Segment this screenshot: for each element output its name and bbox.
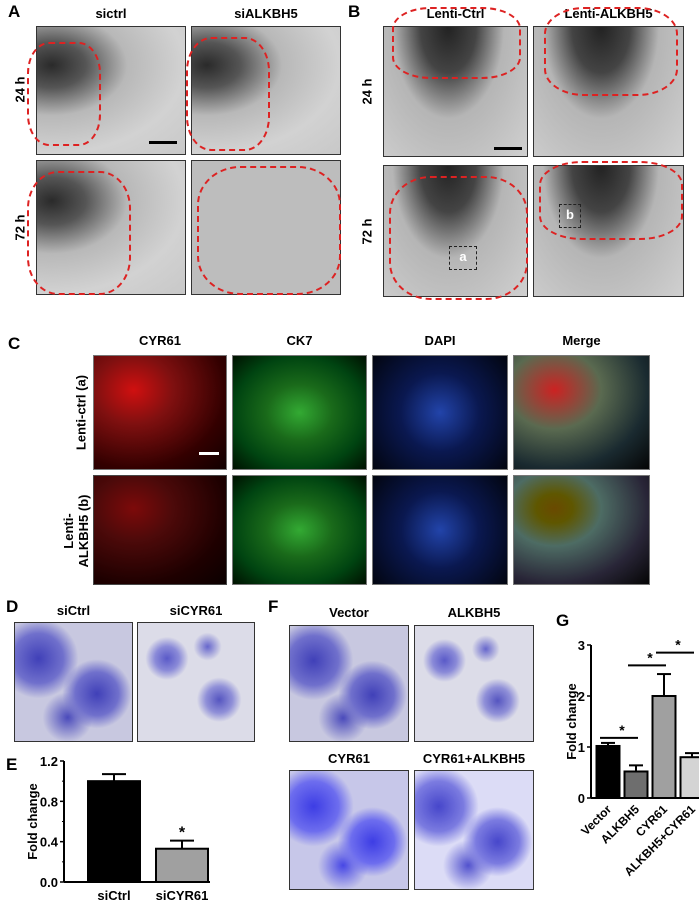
panel-b-row-24h: 24 h bbox=[359, 78, 375, 105]
fluor-merge-alkbh5 bbox=[513, 475, 650, 585]
x-tick-label: siCYR61 bbox=[156, 888, 209, 903]
panel-b-label: B bbox=[348, 2, 361, 21]
panel-a-row-72h: 72 h bbox=[12, 214, 28, 241]
panel-g-label: G bbox=[556, 611, 570, 630]
transwell-cyr61-alkbh5 bbox=[414, 770, 534, 890]
panel-d-col-sicyr61: siCYR61 bbox=[169, 603, 223, 618]
bar-sicyr61 bbox=[155, 847, 209, 883]
panel-d-label: D bbox=[6, 597, 19, 616]
significance-star: * bbox=[675, 637, 681, 653]
panel-e-label: E bbox=[6, 755, 18, 774]
panel-d-col-sictrl: siCtrl bbox=[56, 603, 91, 618]
fluor-cyr61-alkbh5 bbox=[93, 475, 227, 585]
panel-c-col-merge: Merge bbox=[562, 333, 601, 348]
panel-c-label: C bbox=[8, 334, 21, 353]
micrograph-a-sictrl-24h bbox=[27, 26, 186, 155]
panel-c-col-cyr61: CYR61 bbox=[139, 333, 181, 348]
x-tick-label: siCtrl bbox=[97, 888, 130, 903]
y-tick-label: 0 bbox=[578, 791, 585, 806]
micrograph-b-ctrl-72h: a bbox=[383, 165, 528, 300]
transwell-cyr61 bbox=[289, 770, 409, 890]
micrograph-a-sictrl-72h bbox=[27, 160, 186, 295]
y-tick-label: 1 bbox=[578, 740, 585, 755]
bar-alkbh5-cyr61 bbox=[679, 756, 699, 799]
y-tick-label: 0.4 bbox=[40, 835, 59, 850]
transwell-vector bbox=[289, 625, 409, 742]
panel-c-col-dapi: DAPI bbox=[424, 333, 456, 348]
row-label-line1: Lenti- bbox=[61, 513, 76, 549]
row-label-line2: ALKBH5 (b) bbox=[76, 494, 91, 568]
fluor-cyr61-ctrl bbox=[93, 355, 227, 470]
transwell-sictrl bbox=[14, 622, 133, 742]
panel-a-col-sictrl: sictrl bbox=[95, 6, 127, 21]
panel-c-row-lenti-alkbh5: Lenti- ALKBH5 (b) bbox=[61, 476, 91, 586]
y-axis-label: Fold change bbox=[25, 783, 40, 860]
bar-alkbh5 bbox=[623, 770, 649, 799]
fluor-ck7-ctrl bbox=[232, 355, 367, 470]
panel-c-col-ck7: CK7 bbox=[286, 333, 313, 348]
fluor-merge-ctrl bbox=[513, 355, 650, 470]
transwell-sicyr61 bbox=[137, 622, 255, 742]
bar-sictrl bbox=[87, 780, 141, 884]
y-tick-label: 2 bbox=[578, 689, 585, 704]
micrograph-b-alkbh5-72h: b bbox=[533, 161, 684, 297]
micrograph-b-alkbh5-24h bbox=[533, 7, 684, 157]
micrograph-b-ctrl-24h bbox=[383, 7, 528, 157]
y-tick-label: 1.2 bbox=[40, 754, 58, 769]
y-tick-label: 0.8 bbox=[40, 794, 58, 809]
panel-c-row-lenti-ctrl: Lenti-ctrl (a) bbox=[73, 374, 89, 451]
bar-vector bbox=[595, 744, 621, 800]
fluor-ck7-alkbh5 bbox=[232, 475, 367, 585]
y-axis-label: Fold change bbox=[564, 683, 579, 760]
region-box-b: b bbox=[559, 204, 581, 228]
panel-f-col-alkbh5: ALKBH5 bbox=[447, 605, 501, 620]
panel-b-col-lenti-alkbh5: Lenti-ALKBH5 bbox=[564, 6, 653, 21]
significance-star: * bbox=[179, 825, 186, 842]
y-tick-label: 3 bbox=[578, 638, 585, 653]
y-tick-label: 0.0 bbox=[40, 875, 58, 890]
fluor-dapi-alkbh5 bbox=[372, 475, 508, 585]
region-box-a: a bbox=[449, 246, 477, 270]
panel-a-row-24h: 24 h bbox=[12, 76, 28, 103]
micrograph-a-sialkbh5-24h bbox=[186, 26, 341, 155]
panel-f-col-vector: Vector bbox=[329, 605, 369, 620]
panel-f-label: F bbox=[268, 597, 279, 616]
transwell-alkbh5 bbox=[414, 625, 534, 742]
significance-star: * bbox=[619, 722, 625, 738]
micrograph-a-sialkbh5-72h bbox=[191, 160, 341, 295]
panel-f-col-cyr61-alkbh5: CYR61+ALKBH5 bbox=[422, 751, 526, 766]
bar-cyr61 bbox=[651, 695, 677, 799]
panel-b-col-lenti-ctrl: Lenti-Ctrl bbox=[426, 6, 485, 21]
panel-b-row-72h: 72 h bbox=[359, 218, 375, 245]
fluor-dapi-ctrl bbox=[372, 355, 508, 470]
panel-a-label: A bbox=[8, 2, 21, 21]
significance-star: * bbox=[647, 649, 653, 665]
panel-a-col-sialkbh5: siALKBH5 bbox=[234, 6, 298, 21]
panel-f-col-cyr61: CYR61 bbox=[328, 751, 370, 766]
